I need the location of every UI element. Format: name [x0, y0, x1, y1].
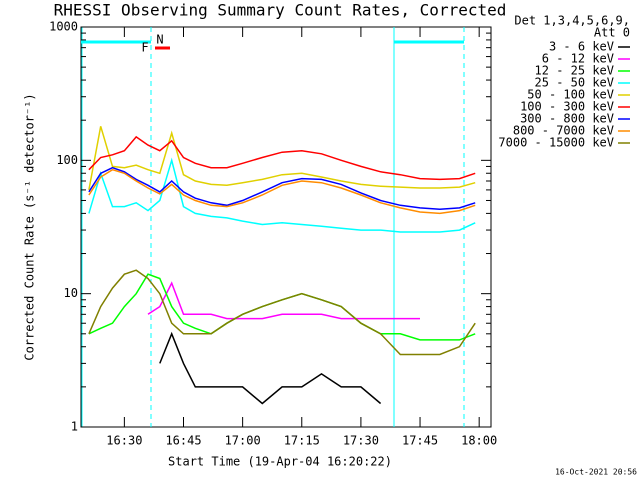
- series-line: [88, 166, 476, 210]
- series-line: [88, 273, 476, 341]
- annotation: N: [156, 33, 163, 47]
- x-tick-label: 17:30: [343, 434, 379, 448]
- chart-title: RHESSI Observing Summary Count Rates, Co…: [54, 1, 507, 20]
- x-tick-label: 16:30: [106, 434, 142, 448]
- x-tick-label: 17:00: [225, 434, 261, 448]
- legend-label: 7000 - 15000 keV: [498, 136, 614, 150]
- x-tick-label: 16:45: [165, 434, 201, 448]
- annotation: F: [141, 41, 148, 55]
- series-line: [88, 135, 476, 181]
- legend-label: 300 - 800 keV: [520, 112, 614, 126]
- legend-label: 800 - 7000 keV: [513, 124, 614, 138]
- attenuator-markers: [81, 27, 465, 427]
- series-line: [159, 331, 382, 405]
- y-tick-label: 100: [56, 153, 78, 167]
- legend-title: Att 0: [594, 26, 630, 40]
- legend-title: Det 1,3,4,5,6,9,: [514, 14, 630, 28]
- series-line: [88, 168, 476, 215]
- plot-frame: [80, 26, 492, 428]
- series-line: [147, 281, 420, 320]
- x-tick-label: 17:15: [284, 434, 320, 448]
- series-line: [88, 269, 476, 356]
- y-tick-label: 1000: [49, 20, 78, 34]
- y-axis-label: Corrected Count Rate (s⁻¹ detector⁻¹): [23, 93, 37, 360]
- legend-label: 3 - 6 keV: [549, 40, 614, 54]
- x-axis-label: Start Time (19-Apr-04 16:20:22): [168, 455, 392, 469]
- x-tick-label: 18:00: [461, 434, 497, 448]
- legend-label: 50 - 100 keV: [527, 88, 614, 102]
- series-line: [88, 126, 476, 191]
- legend-label: 12 - 25 keV: [535, 64, 614, 78]
- legend-label: 100 - 300 keV: [520, 100, 614, 114]
- y-tick-label: 1: [71, 420, 78, 434]
- legend-label: 25 - 50 keV: [535, 76, 614, 90]
- footer: 16-Oct-2021 20:56: [555, 468, 637, 477]
- legend-label: 6 - 12 keV: [542, 52, 614, 66]
- x-tick-label: 17:45: [402, 434, 438, 448]
- series-line: [88, 157, 476, 233]
- y-tick-label: 10: [64, 286, 78, 300]
